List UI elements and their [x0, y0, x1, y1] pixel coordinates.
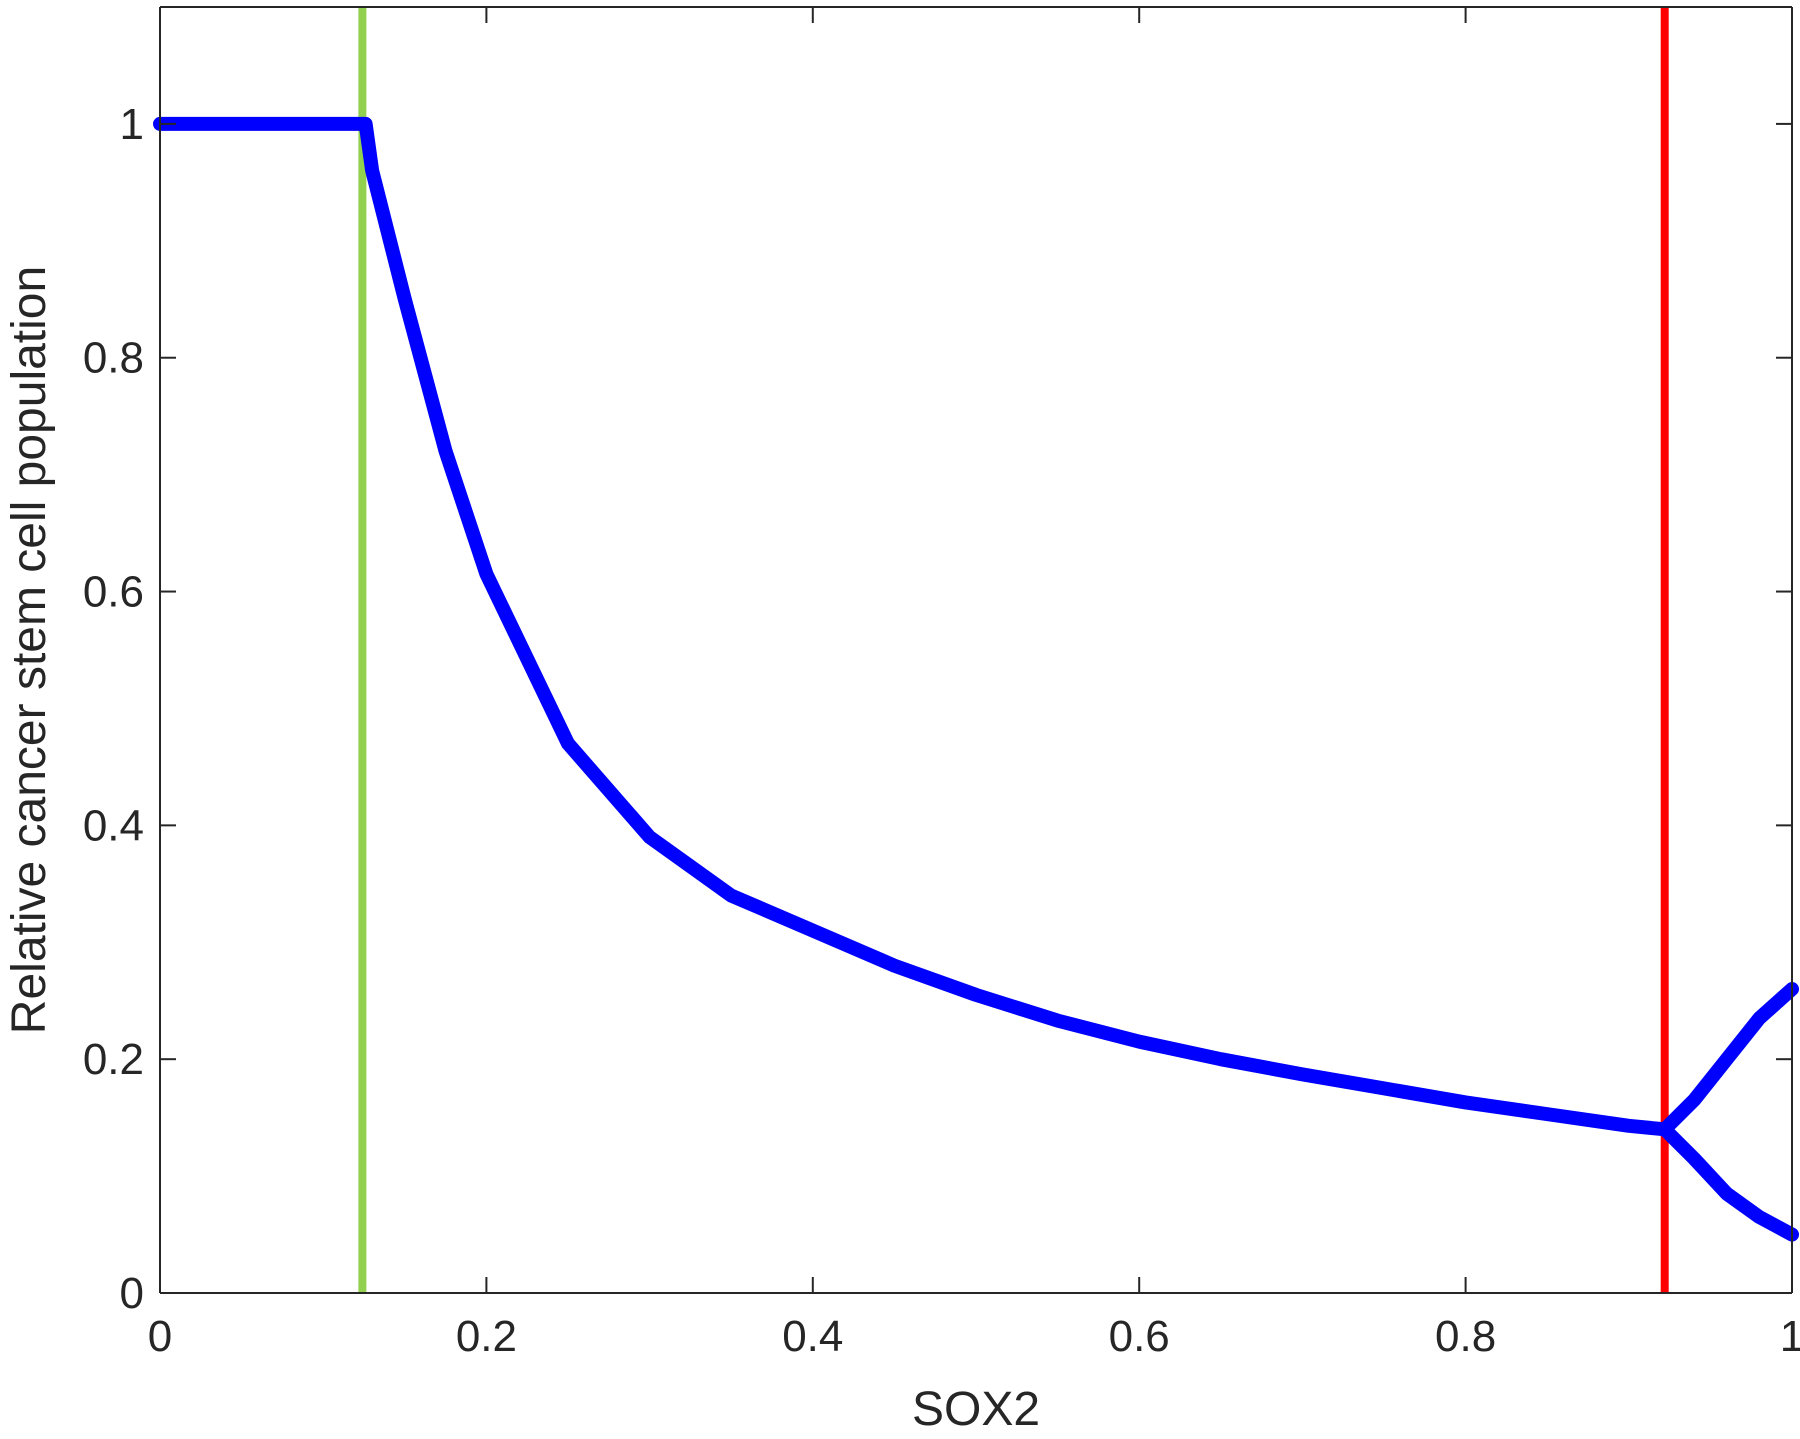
data-series — [153, 116, 1799, 1242]
x-tick-label-1: 0.2 — [456, 1312, 517, 1361]
y-tick-label-2: 0.4 — [83, 801, 144, 850]
x-tick-label-4: 0.8 — [1435, 1312, 1496, 1361]
y-axis-ticks: 0 0.2 0.4 0.6 0.8 1 — [83, 100, 1792, 1318]
axes-frame — [159, 6, 1793, 1294]
x-axis-ticks: 0 0.2 0.4 0.6 0.8 1 — [148, 7, 1800, 1361]
plot-area — [160, 7, 1792, 1293]
series-line-0 — [153, 116, 1672, 1137]
series-line-1 — [1657, 982, 1799, 1137]
x-tick-label-5: 1 — [1780, 1312, 1800, 1361]
y-axis-title: Relative cancer stem cell population — [3, 266, 56, 1034]
y-tick-label-0: 0 — [120, 1269, 144, 1318]
y-tick-label-5: 1 — [120, 100, 144, 149]
y-tick-label-1: 0.2 — [83, 1035, 144, 1084]
x-axis-title: SOX2 — [912, 1383, 1040, 1436]
series-line-2 — [1657, 1122, 1799, 1242]
y-tick-label-4: 0.8 — [83, 334, 144, 383]
y-tick-label-3: 0.6 — [83, 568, 144, 617]
vertical-marker-lines — [358, 7, 1669, 1293]
x-tick-label-0: 0 — [148, 1312, 172, 1361]
x-tick-label-3: 0.6 — [1109, 1312, 1170, 1361]
x-tick-label-2: 0.4 — [782, 1312, 843, 1361]
